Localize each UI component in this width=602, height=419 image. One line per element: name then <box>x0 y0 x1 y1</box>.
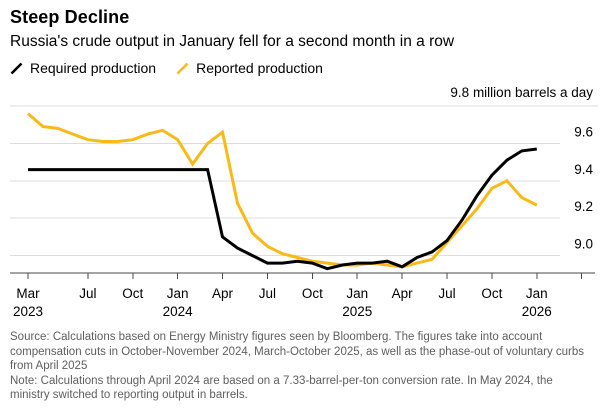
reported-production-line <box>27 112 538 269</box>
y-axis-label-9.0: 9.0 <box>574 237 593 252</box>
y-axis-label-9.4: 9.4 <box>574 162 593 177</box>
x-tick-label: Jul <box>259 286 276 301</box>
x-tick-label: Jul <box>438 286 455 301</box>
x-tick-year-label: 2023 <box>13 304 43 319</box>
chart-legend: Required production Reported production <box>10 60 323 76</box>
x-tick-label: Oct <box>302 286 323 301</box>
x-tick-label: Mar <box>16 286 40 301</box>
y-axis-unit-label: 9.8 million barrels a day <box>450 85 593 100</box>
x-tick-year-label: 2026 <box>522 304 552 319</box>
legend-label-required: Required production <box>30 60 157 76</box>
page-title: Steep Decline <box>10 7 130 27</box>
x-tick-year-label: 2025 <box>342 304 372 319</box>
x-tick-year-label: 2024 <box>163 304 194 319</box>
page-subtitle: Russia's crude output in January fell fo… <box>10 33 455 50</box>
chart-footer: Source: Calculations based on Energy Min… <box>10 330 588 403</box>
y-axis-label-9.2: 9.2 <box>574 199 593 214</box>
x-tick-label: Jul <box>79 286 96 301</box>
legend-item-required: Required production <box>10 60 156 76</box>
methodology-note: Note: Calculations through April 2024 ar… <box>10 374 553 402</box>
y-axis-label-9.6: 9.6 <box>574 124 593 139</box>
required-line-slash-icon <box>10 62 23 74</box>
x-tick-label: Oct <box>481 286 502 301</box>
legend-label-reported: Reported production <box>196 60 323 76</box>
source-note: Source: Calculations based on Energy Min… <box>10 331 585 373</box>
reported-line-slash-icon <box>176 62 189 74</box>
x-tick-label: Apr <box>392 286 414 301</box>
x-tick-label: Jan <box>167 286 189 301</box>
x-tick-label: Jan <box>346 286 368 301</box>
required-production-line <box>28 147 537 271</box>
x-tick-label: Oct <box>122 286 143 301</box>
legend-item-reported: Reported production <box>176 60 323 76</box>
line-chart-svg: 9.0 9.2 9.4 9.6 9.8 million barrels a day Mar… <box>10 85 598 319</box>
x-tick-label: Apr <box>212 286 234 301</box>
chart-plot-area: 9.0 9.2 9.4 9.6 9.8 million barrels a day Mar… <box>0 72 602 329</box>
x-tick-label: Jan <box>526 286 548 301</box>
